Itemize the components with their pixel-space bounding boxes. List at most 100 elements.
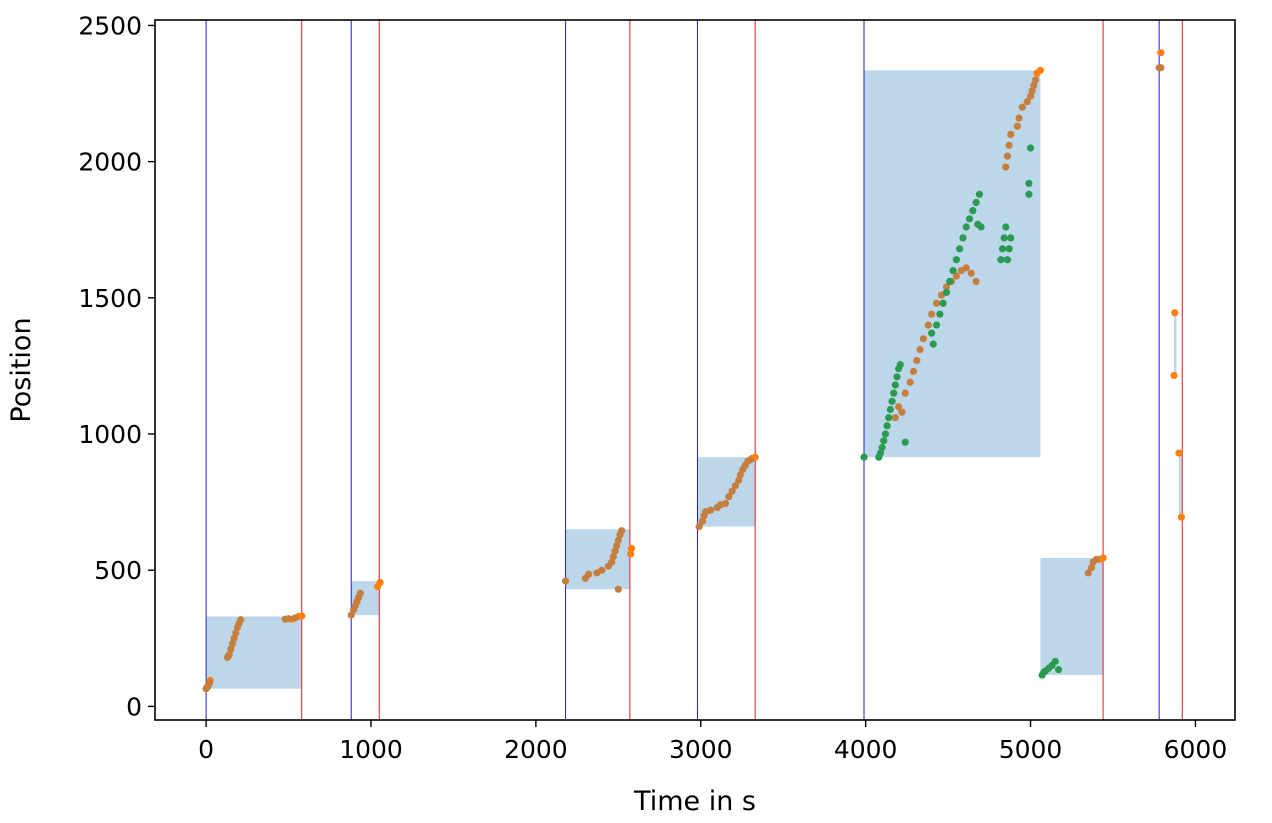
data-point-brown-89: [1157, 64, 1165, 72]
data-point-green-14: [896, 360, 904, 369]
data-point-brown-34: [614, 585, 622, 593]
shaded-region-7: [1178, 453, 1182, 516]
data-point-green-30: [972, 198, 980, 207]
data-point-brown-73: [1003, 152, 1012, 160]
data-point-brown-47: [736, 471, 744, 479]
data-point-green-6: [883, 422, 891, 430]
data-point-brown-63: [942, 283, 951, 291]
data-point-brown-72: [1002, 163, 1010, 171]
data-point-green-35: [998, 245, 1007, 253]
data-point-green-40: [1007, 234, 1015, 242]
data-point-green-18: [932, 321, 941, 329]
data-point-green-43: [1025, 190, 1033, 198]
x-tick-label-4: 4000: [834, 735, 898, 764]
data-point-green-29: [969, 207, 977, 215]
data-point-brown-58: [919, 335, 927, 343]
data-point-brown-5: [227, 645, 235, 653]
data-point-brown-65: [952, 272, 960, 280]
data-point-brown-81: [1028, 87, 1036, 95]
shaded-region-5: [1040, 557, 1104, 676]
y-tick-label-0: 0: [126, 692, 142, 721]
data-point-brown-78: [1018, 103, 1026, 111]
data-point-brown-68: [967, 269, 975, 277]
data-point-brown-30: [613, 542, 621, 550]
data-point-brown-15: [347, 611, 355, 619]
data-point-brown-77: [1015, 114, 1023, 122]
data-point-orange-15: [1099, 554, 1107, 562]
data-point-green-12: [893, 373, 901, 381]
data-point-orange-5: [298, 612, 306, 620]
shaded-region-0: [206, 616, 302, 689]
data-point-brown-44: [728, 487, 736, 495]
data-point-brown-8: [232, 629, 240, 637]
data-point-brown-85: [1087, 563, 1096, 572]
data-point-orange-9: [627, 544, 636, 553]
data-point-brown-14: [291, 614, 299, 622]
data-point-green-19: [936, 310, 944, 318]
shaded-region-6: [1173, 314, 1177, 375]
boundary-line-layer: [205, 20, 1183, 720]
data-point-brown-21: [561, 577, 570, 585]
data-point-green-37: [1002, 223, 1010, 231]
data-point-green-39: [1005, 245, 1013, 253]
data-point-green-33: [977, 223, 985, 231]
data-point-brown-59: [924, 321, 932, 329]
plot-frame: [154, 19, 1236, 721]
data-point-brown-29: [611, 547, 619, 555]
data-point-green-34: [997, 256, 1005, 264]
data-point-orange-7: [376, 578, 384, 587]
data-point-brown-33: [618, 527, 626, 535]
data-point-green-15: [901, 438, 909, 446]
data-point-brown-23: [585, 570, 593, 578]
x-tick-label-5: 5000: [999, 735, 1063, 764]
data-point-green-8: [886, 405, 894, 414]
data-point-brown-7: [230, 634, 238, 642]
y-tick-label-4: 2000: [78, 148, 142, 177]
data-point-green-50: [1054, 666, 1063, 674]
data-point-brown-25: [598, 566, 606, 574]
data-point-orange-20: [1177, 513, 1186, 521]
data-point-brown-43: [725, 493, 733, 501]
data-point-green-24: [952, 256, 960, 264]
data-point-green-31: [975, 190, 984, 198]
data-point-brown-74: [1005, 141, 1013, 149]
x-tick-label-3: 3000: [669, 735, 733, 764]
data-point-green-11: [891, 381, 899, 389]
data-point-orange-13: [1036, 66, 1045, 74]
data-point-brown-61: [932, 299, 941, 307]
data-point-brown-4: [225, 651, 233, 659]
data-point-brown-13: [284, 615, 293, 623]
data-point-brown-2: [205, 679, 214, 687]
data-point-green-2: [876, 449, 885, 457]
data-point-brown-11: [237, 616, 245, 624]
data-point-brown-35: [695, 523, 703, 531]
data-point-green-10: [890, 389, 898, 397]
data-point-layer: [202, 49, 1186, 693]
axes-layer: 0 1000 2000 3000 4000 5000 6000 0 500 1000 1500 200…: [78, 11, 1236, 764]
data-point-brown-83: [1031, 76, 1040, 84]
data-point-brown-39: [707, 506, 715, 514]
data-point-brown-75: [1007, 130, 1015, 138]
data-point-brown-69: [972, 277, 980, 286]
data-point-green-22: [946, 277, 954, 286]
data-point-brown-42: [721, 499, 730, 508]
data-point-brown-87: [1092, 555, 1101, 563]
data-point-orange-18: [1170, 371, 1178, 380]
data-point-green-42: [1025, 179, 1033, 188]
data-point-orange-17: [1171, 309, 1179, 317]
data-point-brown-20: [356, 589, 364, 597]
y-tick-label-2: 1000: [78, 420, 142, 449]
data-point-brown-82: [1030, 81, 1038, 89]
data-point-brown-45: [731, 482, 739, 490]
data-point-green-16: [928, 329, 936, 337]
data-point-green-49: [1051, 657, 1059, 666]
data-point-brown-79: [1023, 98, 1031, 106]
data-point-brown-51: [746, 456, 754, 464]
data-point-brown-60: [928, 310, 936, 318]
data-point-green-21: [942, 288, 951, 296]
data-point-brown-55: [909, 367, 918, 375]
x-tick-label-2: 2000: [504, 735, 568, 764]
data-point-brown-27: [608, 558, 616, 566]
